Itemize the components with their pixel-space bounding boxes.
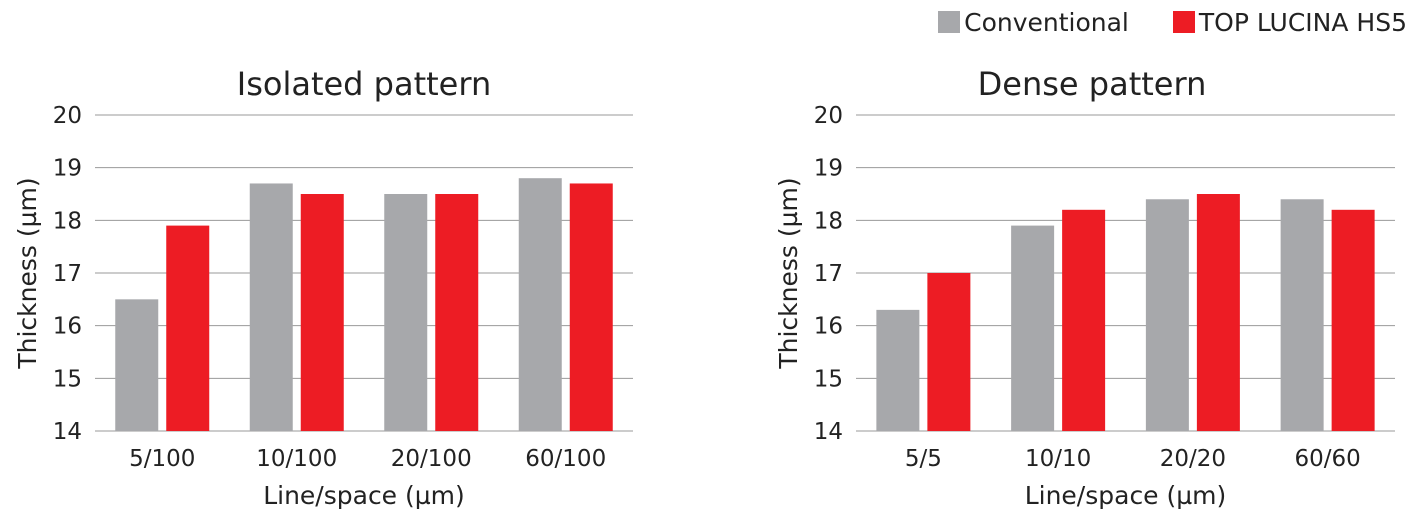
legend-swatch-conventional (938, 11, 961, 33)
bar-top-lucina (166, 225, 210, 431)
legend-item-conventional: Conventional (938, 8, 1129, 37)
x-axis-label: Line/space (µm) (1025, 481, 1227, 510)
bar-conventional (384, 194, 428, 431)
x-tick-label: 60/100 (525, 446, 606, 472)
legend-swatch-top-lucina (1172, 11, 1195, 33)
x-tick-label: 10/100 (256, 446, 337, 472)
bar-conventional (1145, 199, 1189, 431)
bar-conventional (518, 178, 562, 431)
x-axis-label: Line/space (µm) (263, 481, 465, 510)
y-tick-label: 17 (814, 261, 843, 287)
bar-top-lucina (927, 273, 971, 431)
bar-conventional (876, 309, 920, 431)
y-tick-label: 19 (814, 156, 843, 182)
bar-top-lucina (1062, 209, 1106, 431)
legend-item-top-lucina: TOP LUCINA HS5 (1172, 7, 1407, 37)
bar-conventional (1011, 225, 1055, 431)
bar-conventional (249, 183, 293, 431)
bar-top-lucina (1196, 194, 1240, 431)
y-tick-label: 16 (53, 314, 82, 340)
bar-conventional (115, 299, 159, 431)
y-tick-label: 18 (814, 208, 843, 234)
bar-conventional (1280, 199, 1324, 431)
chart-legend: Conventional TOP LUCINA HS5 (894, 4, 1407, 40)
x-tick-label: 10/10 (1025, 446, 1091, 472)
legend-label-top-lucina: TOP LUCINA HS5 (1198, 7, 1407, 37)
bar-top-lucina (1331, 209, 1375, 431)
chart-title: Dense pattern (978, 65, 1207, 103)
legend-label-conventional: Conventional (964, 7, 1129, 37)
x-tick-label: 20/100 (391, 446, 472, 472)
y-axis-label: Thickness (µm) (774, 177, 803, 369)
y-axis-label: Thickness (µm) (13, 177, 42, 369)
chart-2: Dense pattern 14 15 16 17 18 19 20 5/5 10/10 20/20… (774, 65, 1395, 510)
y-tick-label: 19 (53, 156, 82, 182)
y-tick-label: 20 (814, 103, 843, 129)
y-tick-label: 15 (814, 366, 843, 392)
x-tick-label: 20/20 (1160, 446, 1226, 472)
y-tick-label: 14 (53, 419, 82, 445)
y-tick-label: 15 (53, 366, 82, 392)
x-tick-label: 5/5 (905, 446, 942, 472)
x-tick-label: 60/60 (1294, 446, 1360, 472)
chart-title: Isolated pattern (237, 65, 491, 103)
y-tick-label: 18 (53, 208, 82, 234)
y-tick-label: 16 (814, 314, 843, 340)
chart-1: Isolated pattern 14 15 16 17 18 19 20 5/100 10/10… (13, 65, 633, 510)
y-tick-label: 20 (53, 103, 82, 129)
bar-top-lucina (435, 194, 479, 431)
x-tick-label: 5/100 (129, 446, 195, 472)
bar-top-lucina (569, 183, 613, 431)
y-tick-label: 14 (814, 419, 843, 445)
bar-top-lucina (300, 194, 344, 431)
y-tick-label: 17 (53, 261, 82, 287)
